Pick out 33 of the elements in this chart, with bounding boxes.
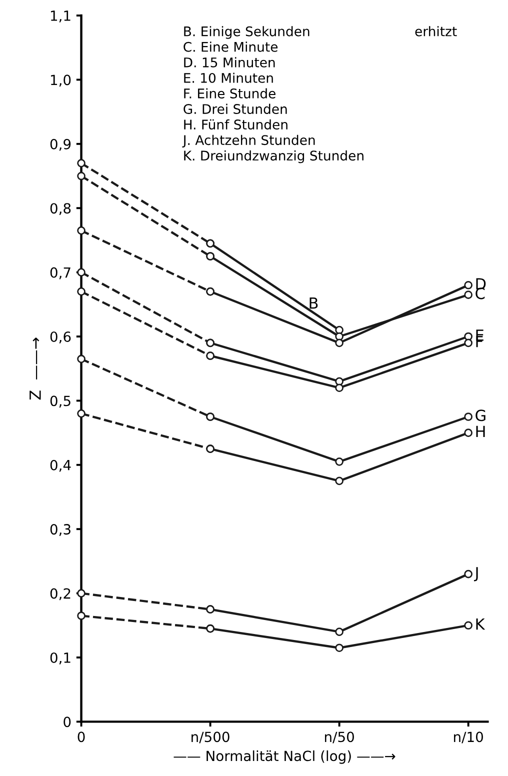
y-axis-title: Z ——→ bbox=[30, 338, 41, 400]
series-label: J bbox=[474, 567, 478, 582]
series-label: G bbox=[476, 410, 486, 422]
x-tick-label: n/50 bbox=[324, 732, 354, 744]
annotation: G. Drei Stunden bbox=[184, 104, 287, 114]
series-label: H bbox=[476, 426, 485, 438]
y-tick-label: 0,9 bbox=[50, 138, 71, 151]
y-tick-label: 0,5 bbox=[50, 396, 70, 408]
y-tick-label: 1,1 bbox=[50, 10, 70, 22]
annotation: K. Dreiundzwanzig Stunden bbox=[184, 150, 364, 164]
annotation: H. Fünf Stunden bbox=[184, 119, 288, 130]
y-tick-label: 0,2 bbox=[50, 588, 70, 600]
y-tick-label: 0,8 bbox=[50, 203, 71, 215]
series-label: B bbox=[310, 297, 318, 309]
annotation: F. Eine Stunde bbox=[184, 88, 276, 98]
annotation: C. Eine Minute bbox=[184, 42, 278, 52]
annotation: erhitzt bbox=[415, 26, 457, 36]
annotation: D. 15 Minuten bbox=[184, 57, 275, 68]
annotation: J. Achtzehn Stunden bbox=[182, 134, 315, 148]
y-tick-label: 0,7 bbox=[50, 267, 70, 280]
y-tick-label: 0,4 bbox=[50, 460, 71, 472]
y-tick-label: 0,3 bbox=[50, 524, 70, 536]
x-tick-label: 0 bbox=[78, 732, 85, 742]
series-label: K bbox=[476, 618, 486, 630]
annotation: B. Einige Sekunden bbox=[184, 26, 310, 39]
y-tick-label: 0,1 bbox=[50, 652, 70, 664]
y-tick-label: 0 bbox=[64, 716, 71, 728]
x-axis-title: —— Normalität NaCl (log) ——→ bbox=[174, 750, 396, 764]
x-tick-label: n/500 bbox=[192, 732, 230, 744]
x-tick-label: n/10 bbox=[454, 732, 483, 744]
y-tick-label: 1,0 bbox=[50, 74, 71, 87]
annotation: E. 10 Minuten bbox=[184, 72, 273, 83]
y-tick-label: 0,6 bbox=[50, 331, 71, 344]
